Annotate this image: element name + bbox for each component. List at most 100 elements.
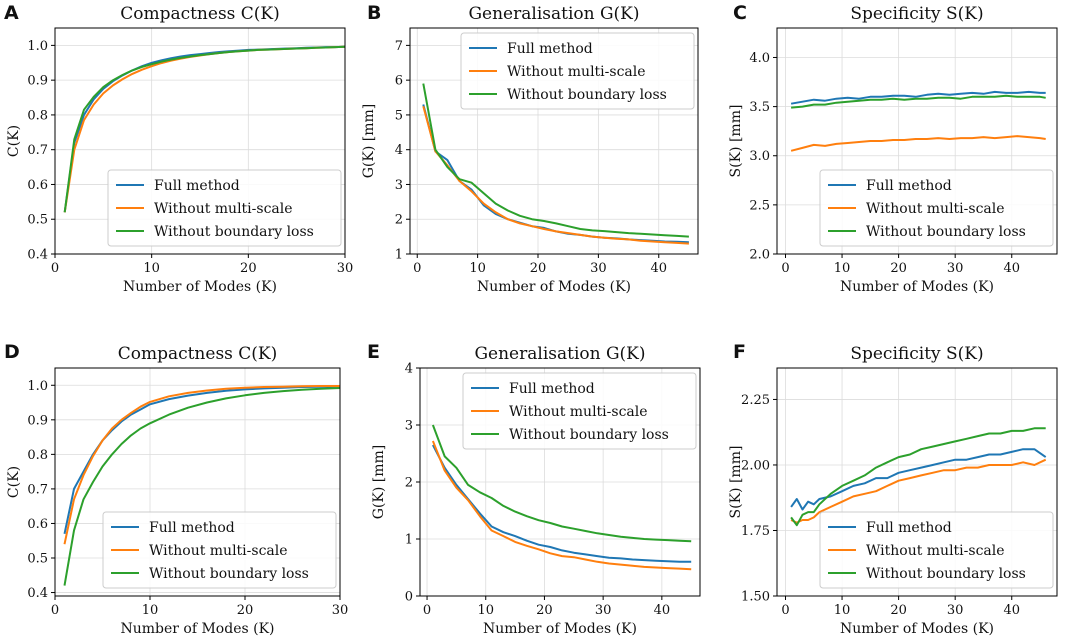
y-axis-label: C(K) (6, 125, 22, 157)
x-tick-label: 10 (477, 603, 494, 618)
legend-box (460, 32, 695, 110)
chart-title: Specificity S(K) (850, 4, 983, 24)
legend-label: Full method (866, 520, 952, 536)
x-tick-label: 30 (332, 603, 349, 618)
legend: Full method Without multi-scale Without bo… (107, 169, 342, 247)
legend-label: Without boundary loss (509, 427, 669, 443)
y-tick-label: 4 (395, 143, 403, 158)
legend-box (102, 511, 337, 589)
legend-box (819, 169, 1054, 247)
legend-label: Without boundary loss (154, 224, 314, 240)
chart-panel-d: D 0 10 20 30 0.4 0.5 0.6 0.7 0.8 0.9 1.0 Compactness… (4, 341, 348, 637)
y-tick-label: 0.5 (27, 552, 48, 567)
y-tick-label: 3.0 (749, 149, 770, 164)
legend-label: Full method (154, 178, 240, 194)
y-tick-label: 5 (395, 108, 403, 123)
y-tick-label: 2 (405, 476, 413, 491)
series-line-multi (790, 458, 1047, 524)
series-line-full (432, 444, 692, 563)
y-tick-label: 4 (405, 362, 413, 377)
legend: Full method Without multi-scale Without bo… (819, 511, 1054, 589)
y-tick-label: 3 (405, 419, 413, 434)
legend-label: Without multi-scale (866, 201, 1005, 217)
legend-box (107, 169, 342, 247)
series-line-boundary (63, 45, 346, 213)
y-axis-label: S(K) [mm] (728, 446, 744, 519)
legend-label: Full method (866, 178, 952, 194)
legend-label: Full method (509, 381, 595, 397)
y-tick-label: 7 (395, 39, 403, 54)
x-tick-label: 30 (947, 603, 964, 618)
y-tick-label: 0.8 (27, 448, 48, 463)
chart-panel-c: C 0 10 20 30 40 2.0 2.5 3.0 3.5 4.0 Specificity S(K… (728, 2, 1058, 295)
chart-panel-e: E 0 10 20 30 40 0 1 2 3 4 Generalisation G(K) Number… (367, 341, 701, 637)
y-tick-label: 3.5 (749, 100, 770, 115)
chart-title: Compactness C(K) (118, 344, 278, 364)
y-tick-label: 0.5 (27, 213, 48, 228)
panel-letter: D (4, 341, 20, 363)
x-tick-label: 10 (469, 261, 486, 276)
panel-letter: E (367, 341, 380, 363)
x-tick-label: 40 (654, 603, 671, 618)
x-tick-label: 20 (890, 603, 907, 618)
y-tick-label: 0.9 (27, 74, 48, 89)
x-tick-label: 40 (650, 261, 667, 276)
y-tick-label: 0.9 (27, 413, 48, 428)
y-tick-label: 1.50 (741, 590, 770, 605)
x-tick-label: 10 (142, 603, 159, 618)
legend-label: Without boundary loss (866, 566, 1026, 582)
y-tick-label: 1.0 (27, 39, 48, 54)
series-line-full (790, 90, 1046, 105)
x-tick-label: 0 (781, 261, 789, 276)
x-tick-label: 0 (51, 603, 59, 618)
x-tick-label: 20 (240, 261, 257, 276)
x-tick-label: 10 (834, 603, 851, 618)
panel-letter: C (733, 2, 747, 24)
y-tick-label: 3 (395, 178, 403, 193)
chart-panel-f: F 0 10 20 30 40 1.50 1.75 2.00 2.25 Specificity S(… (728, 341, 1058, 637)
x-axis-label: Number of Modes (K) (840, 621, 994, 637)
x-tick-label: 0 (51, 261, 59, 276)
y-axis-label: S(K) [mm] (728, 105, 744, 178)
legend-label: Without multi-scale (507, 64, 646, 80)
y-tick-label: 1 (395, 248, 403, 263)
y-tick-label: 1.0 (27, 379, 48, 394)
series-line-multi (63, 385, 340, 545)
y-tick-label: 0.4 (27, 248, 48, 263)
x-tick-label: 10 (143, 261, 160, 276)
x-tick-label: 20 (890, 261, 907, 276)
legend-label: Full method (507, 41, 593, 57)
x-tick-label: 0 (781, 603, 789, 618)
y-tick-label: 4.0 (749, 51, 770, 66)
x-axis-label: Number of Modes (K) (120, 621, 274, 637)
x-tick-label: 20 (530, 261, 547, 276)
series-line-full (422, 104, 689, 244)
series-line-boundary (63, 387, 341, 586)
x-axis-label: Number of Modes (K) (477, 279, 631, 295)
y-tick-label: 0.7 (27, 482, 48, 497)
panel-letter: B (367, 2, 381, 24)
legend-label: Without multi-scale (509, 404, 648, 420)
legend: Full method Without multi-scale Without bo… (819, 169, 1054, 247)
x-tick-label: 30 (595, 603, 612, 618)
y-axis-label: G(K) [mm] (361, 104, 377, 179)
x-axis-label: Number of Modes (K) (840, 279, 994, 295)
panel-letter: A (4, 2, 19, 24)
x-axis-label: Number of Modes (K) (483, 621, 637, 637)
y-axis-label: G(K) [mm] (371, 445, 387, 520)
x-tick-label: 40 (1003, 261, 1020, 276)
x-tick-label: 30 (337, 261, 354, 276)
legend: Full method Without multi-scale Without bo… (462, 372, 697, 450)
x-tick-label: 20 (536, 603, 553, 618)
y-tick-label: 0.4 (27, 586, 48, 601)
legend-label: Without boundary loss (149, 566, 309, 582)
legend-label: Without multi-scale (149, 543, 288, 559)
legend-label: Without multi-scale (866, 543, 1005, 559)
chart-title: Generalisation G(K) (474, 344, 645, 364)
x-tick-label: 10 (834, 261, 851, 276)
y-tick-label: 2.00 (741, 458, 770, 473)
y-tick-label: 0.6 (27, 517, 48, 532)
legend-box (819, 511, 1054, 589)
legend: Full method Without multi-scale Without bo… (102, 511, 337, 589)
